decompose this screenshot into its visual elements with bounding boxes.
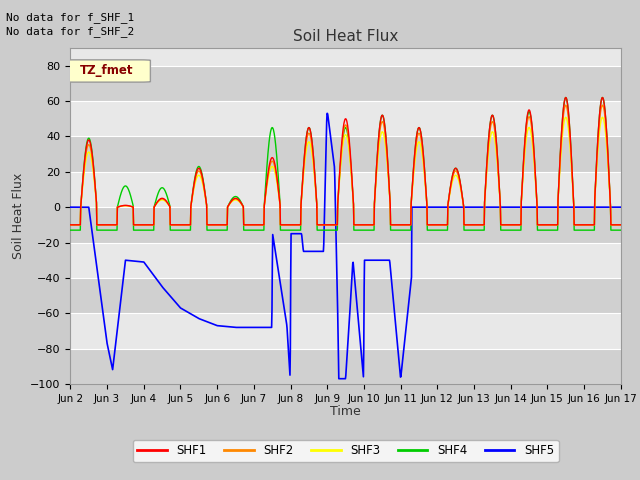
Text: No data for f_SHF_1: No data for f_SHF_1 xyxy=(6,12,134,23)
Text: No data for f_SHF_2: No data for f_SHF_2 xyxy=(6,26,134,37)
Y-axis label: Soil Heat Flux: Soil Heat Flux xyxy=(12,173,25,259)
Bar xyxy=(70,101,621,136)
Legend: SHF1, SHF2, SHF3, SHF4, SHF5: SHF1, SHF2, SHF3, SHF4, SHF5 xyxy=(132,440,559,462)
Bar xyxy=(70,348,621,384)
Bar xyxy=(70,66,621,101)
FancyBboxPatch shape xyxy=(62,60,150,82)
X-axis label: Time: Time xyxy=(330,405,361,418)
Title: Soil Heat Flux: Soil Heat Flux xyxy=(293,29,398,44)
Bar xyxy=(70,278,621,313)
Bar xyxy=(70,172,621,207)
Text: TZ_fmet: TZ_fmet xyxy=(79,64,133,77)
Bar xyxy=(70,313,621,348)
Bar xyxy=(70,48,621,66)
Bar xyxy=(70,242,621,278)
Bar xyxy=(70,136,621,172)
Bar xyxy=(70,207,621,242)
